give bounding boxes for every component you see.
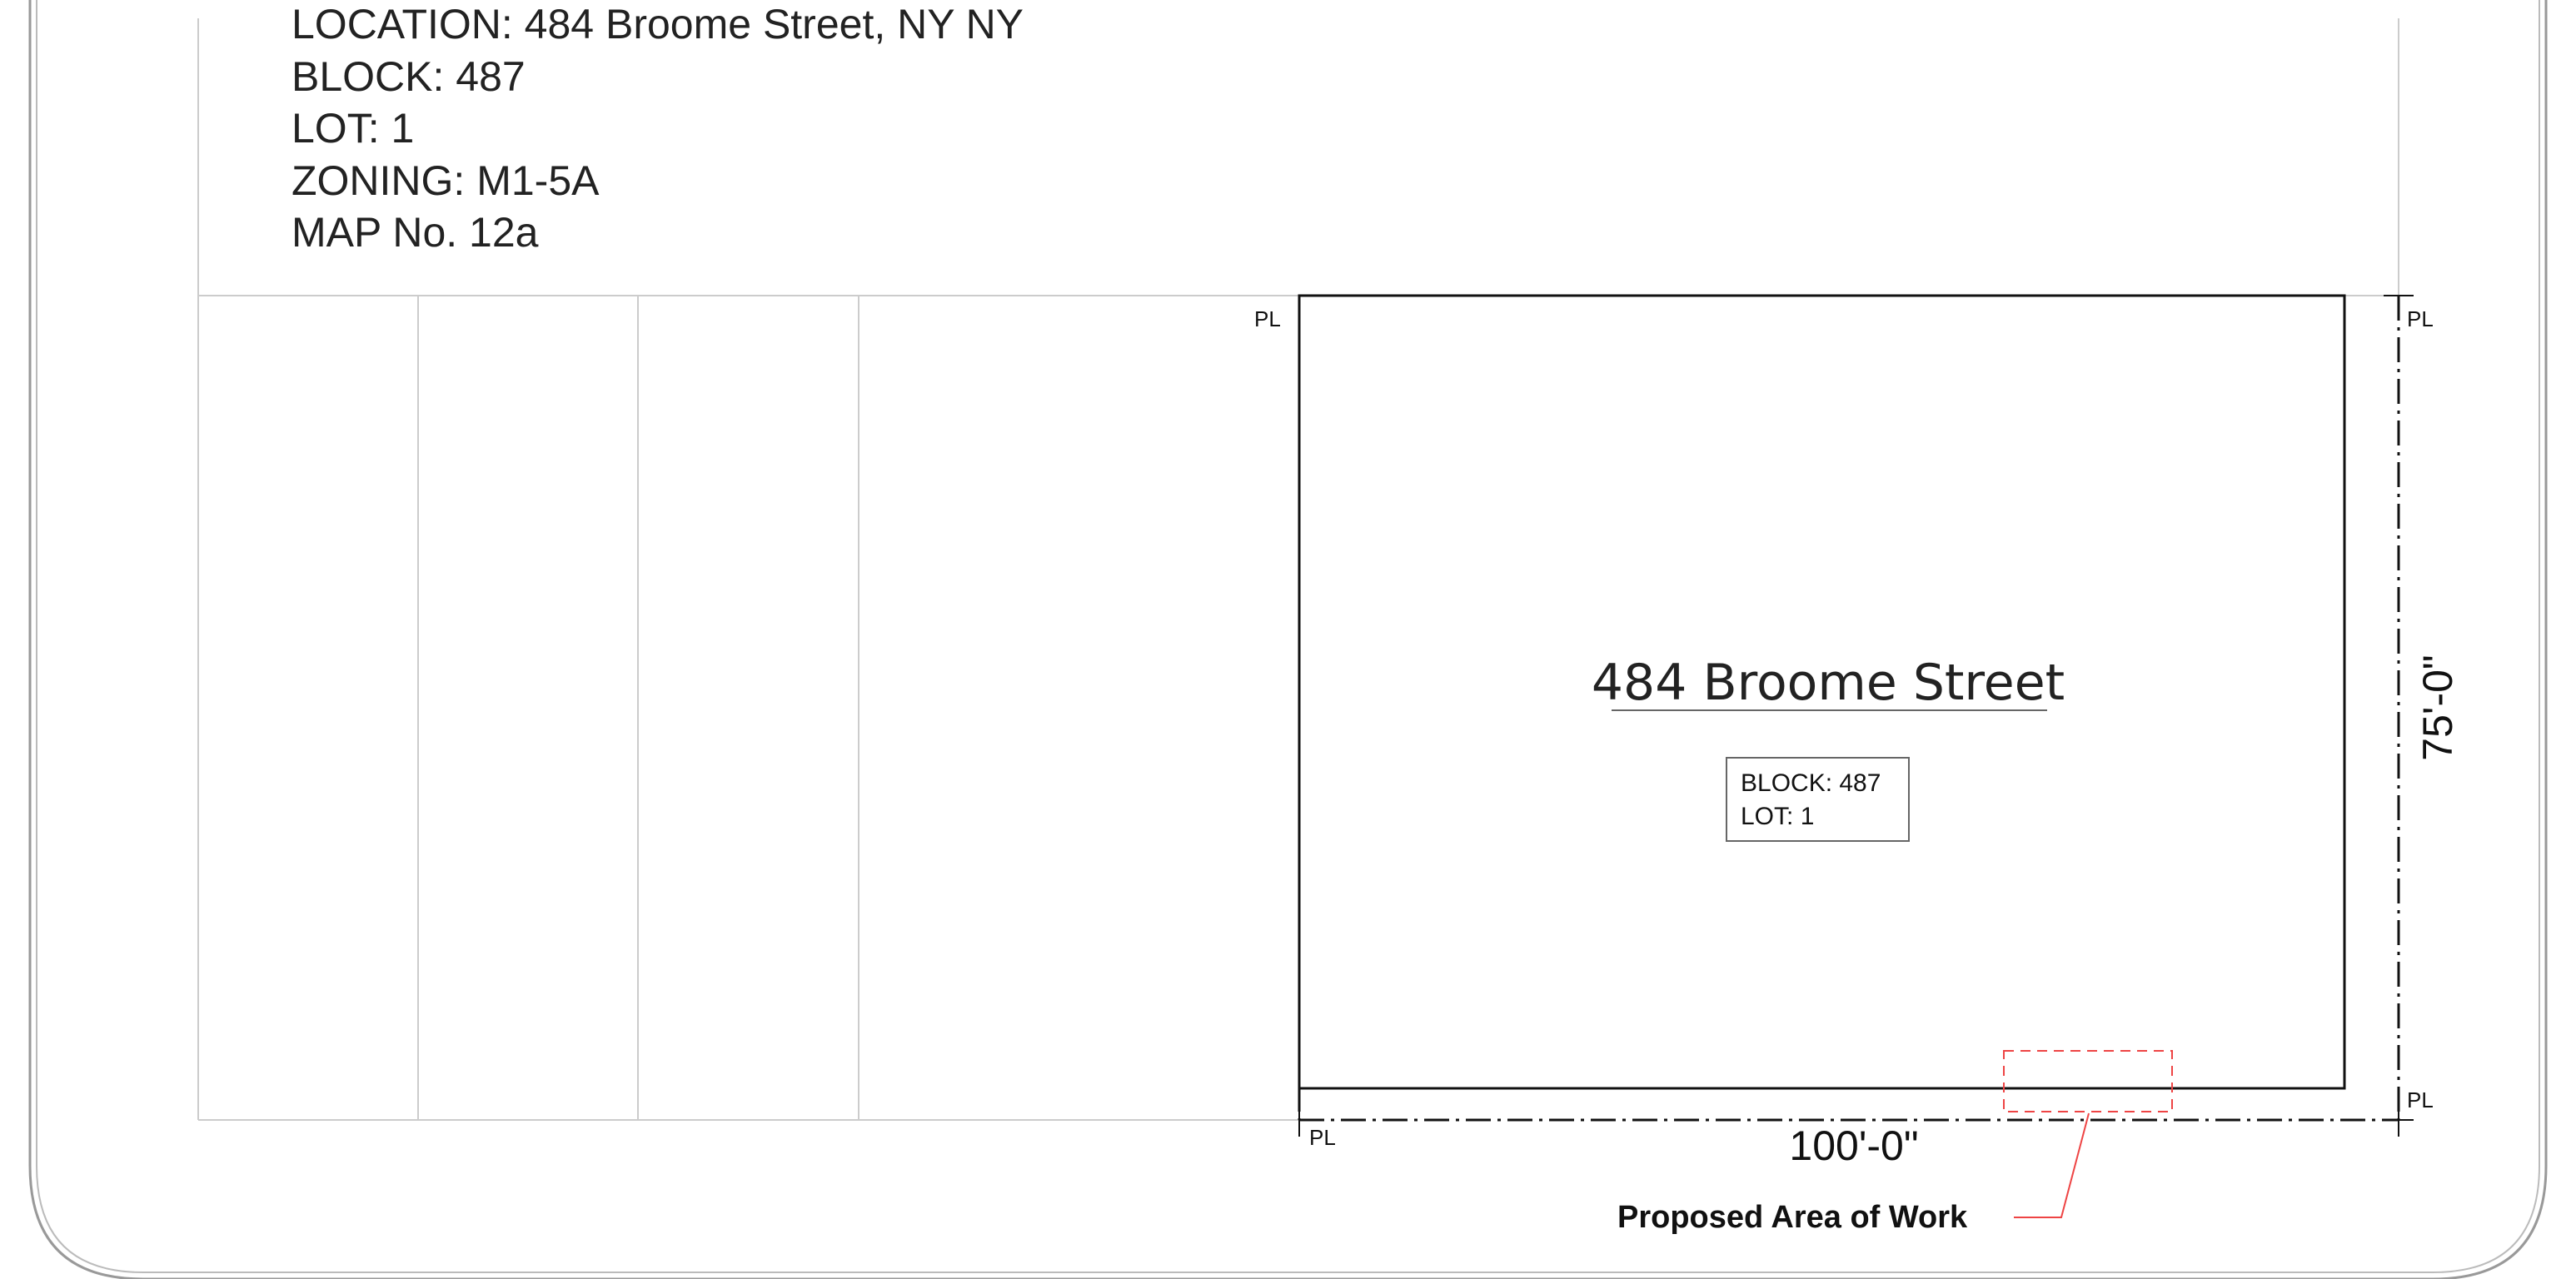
width-dimension: 100'-0"	[1789, 1122, 1918, 1169]
location-text: LOCATION: 484 Broome Street, NY NY	[291, 1, 1024, 47]
sheet-border-inner	[36, 0, 2540, 1273]
proposed-work-label: Proposed Area of Work	[1617, 1200, 1968, 1235]
block-lot-tag	[1726, 757, 1910, 842]
depth-dimension: 75'-0"	[2414, 654, 2461, 760]
tag-lot-text: LOT: 1	[1741, 803, 1814, 830]
map-number-text: MAP No. 12a	[291, 209, 539, 256]
property-line-label: PL	[1254, 306, 1281, 331]
building-name: 484 Broome Street	[1592, 654, 2065, 712]
property-line-label: PL	[2407, 1087, 2434, 1112]
zoning-text: ZONING: M1-5A	[291, 157, 600, 204]
proposed-work-area	[2003, 1050, 2173, 1112]
property-line-label: PL	[2407, 306, 2434, 331]
block-text: BLOCK: 487	[291, 53, 526, 100]
callout-leader	[2014, 1112, 2090, 1218]
sheet-border	[28, 0, 2548, 1279]
property-line-label: PL	[1309, 1125, 1336, 1150]
building-outline	[1298, 294, 2346, 1090]
lot-text: LOT: 1	[291, 105, 414, 152]
tag-block-text: BLOCK: 487	[1741, 769, 1881, 797]
